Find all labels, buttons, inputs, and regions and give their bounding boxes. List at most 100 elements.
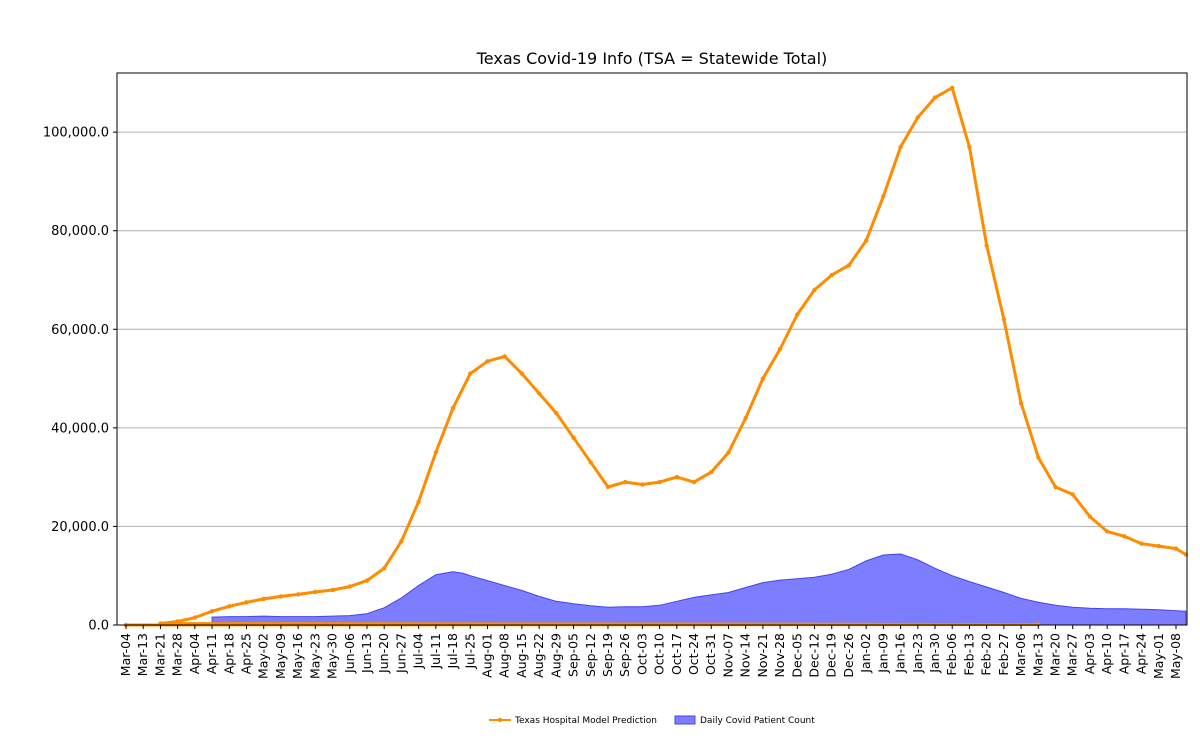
prediction-point bbox=[1139, 541, 1144, 546]
prediction-point bbox=[313, 589, 318, 595]
x-tick-label: Jul-18 bbox=[445, 633, 460, 670]
prediction-point bbox=[468, 371, 473, 376]
prediction-point bbox=[571, 435, 576, 440]
prediction-point bbox=[519, 371, 525, 376]
prediction-point bbox=[295, 592, 301, 597]
x-tick-label: Mar-06 bbox=[1013, 633, 1028, 676]
prediction-point bbox=[1173, 546, 1179, 551]
y-tick-label: 40,000.0 bbox=[51, 421, 109, 436]
x-tick-label: Apr-11 bbox=[204, 633, 219, 674]
prediction-point bbox=[433, 450, 438, 455]
prediction-line bbox=[125, 86, 1187, 627]
prediction-point bbox=[1087, 514, 1093, 519]
x-tick-label: Jun-20 bbox=[376, 633, 391, 674]
x-tick-label: Jan-09 bbox=[875, 633, 890, 674]
prediction-point bbox=[554, 410, 559, 416]
prediction-point bbox=[227, 604, 232, 609]
prediction-point bbox=[640, 482, 645, 487]
chart-title: Texas Covid-19 Info (TSA = Statewide Tot… bbox=[476, 49, 828, 68]
x-tick-label: Jun-13 bbox=[359, 633, 374, 674]
prediction-point bbox=[209, 609, 215, 614]
x-tick-label: Mar-13 bbox=[135, 633, 150, 676]
x-tick-label: Jul-04 bbox=[411, 633, 426, 670]
x-tick-label: May-02 bbox=[256, 633, 271, 679]
legend-line-marker bbox=[497, 717, 503, 723]
prediction-point bbox=[1001, 317, 1007, 322]
prediction-point bbox=[605, 484, 611, 490]
prediction-point bbox=[709, 470, 714, 475]
prediction-point bbox=[1018, 401, 1024, 406]
x-tick-label: Feb-13 bbox=[961, 633, 976, 676]
prediction-point bbox=[450, 405, 456, 411]
prediction-point bbox=[795, 312, 800, 317]
prediction-point bbox=[915, 115, 920, 120]
x-tick-label: Aug-01 bbox=[479, 633, 494, 678]
prediction-point bbox=[743, 415, 748, 421]
x-tick-label: Apr-10 bbox=[1099, 633, 1114, 674]
plot-frame bbox=[116, 72, 1188, 626]
prediction-point bbox=[812, 287, 817, 293]
gridlines bbox=[117, 131, 1187, 626]
x-tick-label: Mar-27 bbox=[1065, 633, 1080, 676]
y-tick-label: 20,000.0 bbox=[51, 520, 109, 535]
prediction-point bbox=[984, 243, 989, 248]
prediction-point bbox=[485, 359, 490, 364]
x-tick-label: Oct-17 bbox=[669, 633, 684, 675]
x-tick-label: Dec-12 bbox=[807, 633, 822, 678]
y-tick-label: 0.0 bbox=[88, 619, 109, 634]
x-tick-label: Nov-07 bbox=[720, 633, 735, 677]
x-tick-label: Jul-25 bbox=[462, 633, 477, 670]
prediction-point bbox=[864, 238, 869, 243]
x-tick-label: May-23 bbox=[307, 633, 322, 679]
x-tick-label: Apr-17 bbox=[1116, 633, 1131, 674]
x-axis: Mar-04 Mar-13 Mar-21 Mar-28 Apr-04 Apr-11 Apr-… bbox=[118, 625, 1183, 679]
prediction-point bbox=[1070, 492, 1075, 497]
prediction-point bbox=[536, 391, 542, 396]
x-tick-label: Oct-03 bbox=[634, 633, 649, 675]
prediction-point bbox=[829, 272, 834, 278]
x-tick-label: Apr-03 bbox=[1082, 633, 1097, 674]
prediction-point bbox=[364, 578, 370, 583]
prediction-point bbox=[382, 566, 387, 571]
x-tick-label: Aug-29 bbox=[548, 633, 563, 678]
x-tick-label: Sep-26 bbox=[617, 633, 632, 677]
prediction-point bbox=[1122, 534, 1127, 539]
x-tick-label: Jan-02 bbox=[858, 633, 873, 674]
x-tick-label: May-16 bbox=[290, 633, 305, 679]
x-tick-label: Mar-21 bbox=[152, 633, 167, 676]
prediction-point bbox=[330, 587, 335, 593]
prediction-point bbox=[175, 619, 180, 624]
x-tick-label: Apr-24 bbox=[1134, 633, 1149, 674]
x-tick-label: Jan-30 bbox=[927, 633, 942, 674]
legend-area-swatch bbox=[674, 715, 696, 725]
prediction-point bbox=[623, 479, 628, 485]
x-tick-label: Aug-22 bbox=[531, 633, 546, 678]
x-tick-label: May-30 bbox=[325, 633, 340, 679]
prediction-point bbox=[691, 479, 697, 485]
x-tick-label: Jan-23 bbox=[910, 633, 925, 674]
x-tick-label: Jan-16 bbox=[893, 633, 908, 674]
prediction-point bbox=[244, 600, 249, 605]
x-tick-label: Nov-21 bbox=[755, 633, 770, 677]
legend-label-patient-count: Daily Covid Patient Count bbox=[700, 716, 815, 726]
x-tick-label: Nov-28 bbox=[772, 633, 787, 678]
x-tick-label: Jun-06 bbox=[342, 633, 357, 674]
y-tick-label: 80,000.0 bbox=[51, 224, 109, 239]
series-texas-hospital-model-prediction bbox=[123, 85, 1189, 628]
x-tick-label: Oct-24 bbox=[686, 633, 701, 675]
x-tick-label: Feb-06 bbox=[944, 633, 959, 676]
prediction-point bbox=[777, 346, 783, 352]
prediction-point bbox=[967, 144, 972, 150]
x-tick-label: Nov-14 bbox=[738, 633, 753, 678]
prediction-point bbox=[881, 194, 886, 199]
x-tick-label: Apr-04 bbox=[187, 633, 202, 674]
prediction-point bbox=[760, 376, 766, 381]
prediction-point bbox=[1104, 529, 1110, 534]
prediction-point bbox=[674, 474, 679, 480]
x-tick-label: Jun-27 bbox=[393, 633, 408, 674]
prediction-point bbox=[347, 584, 352, 589]
x-tick-label: May-01 bbox=[1151, 633, 1166, 679]
prediction-point bbox=[502, 354, 507, 359]
prediction-point bbox=[898, 144, 903, 150]
